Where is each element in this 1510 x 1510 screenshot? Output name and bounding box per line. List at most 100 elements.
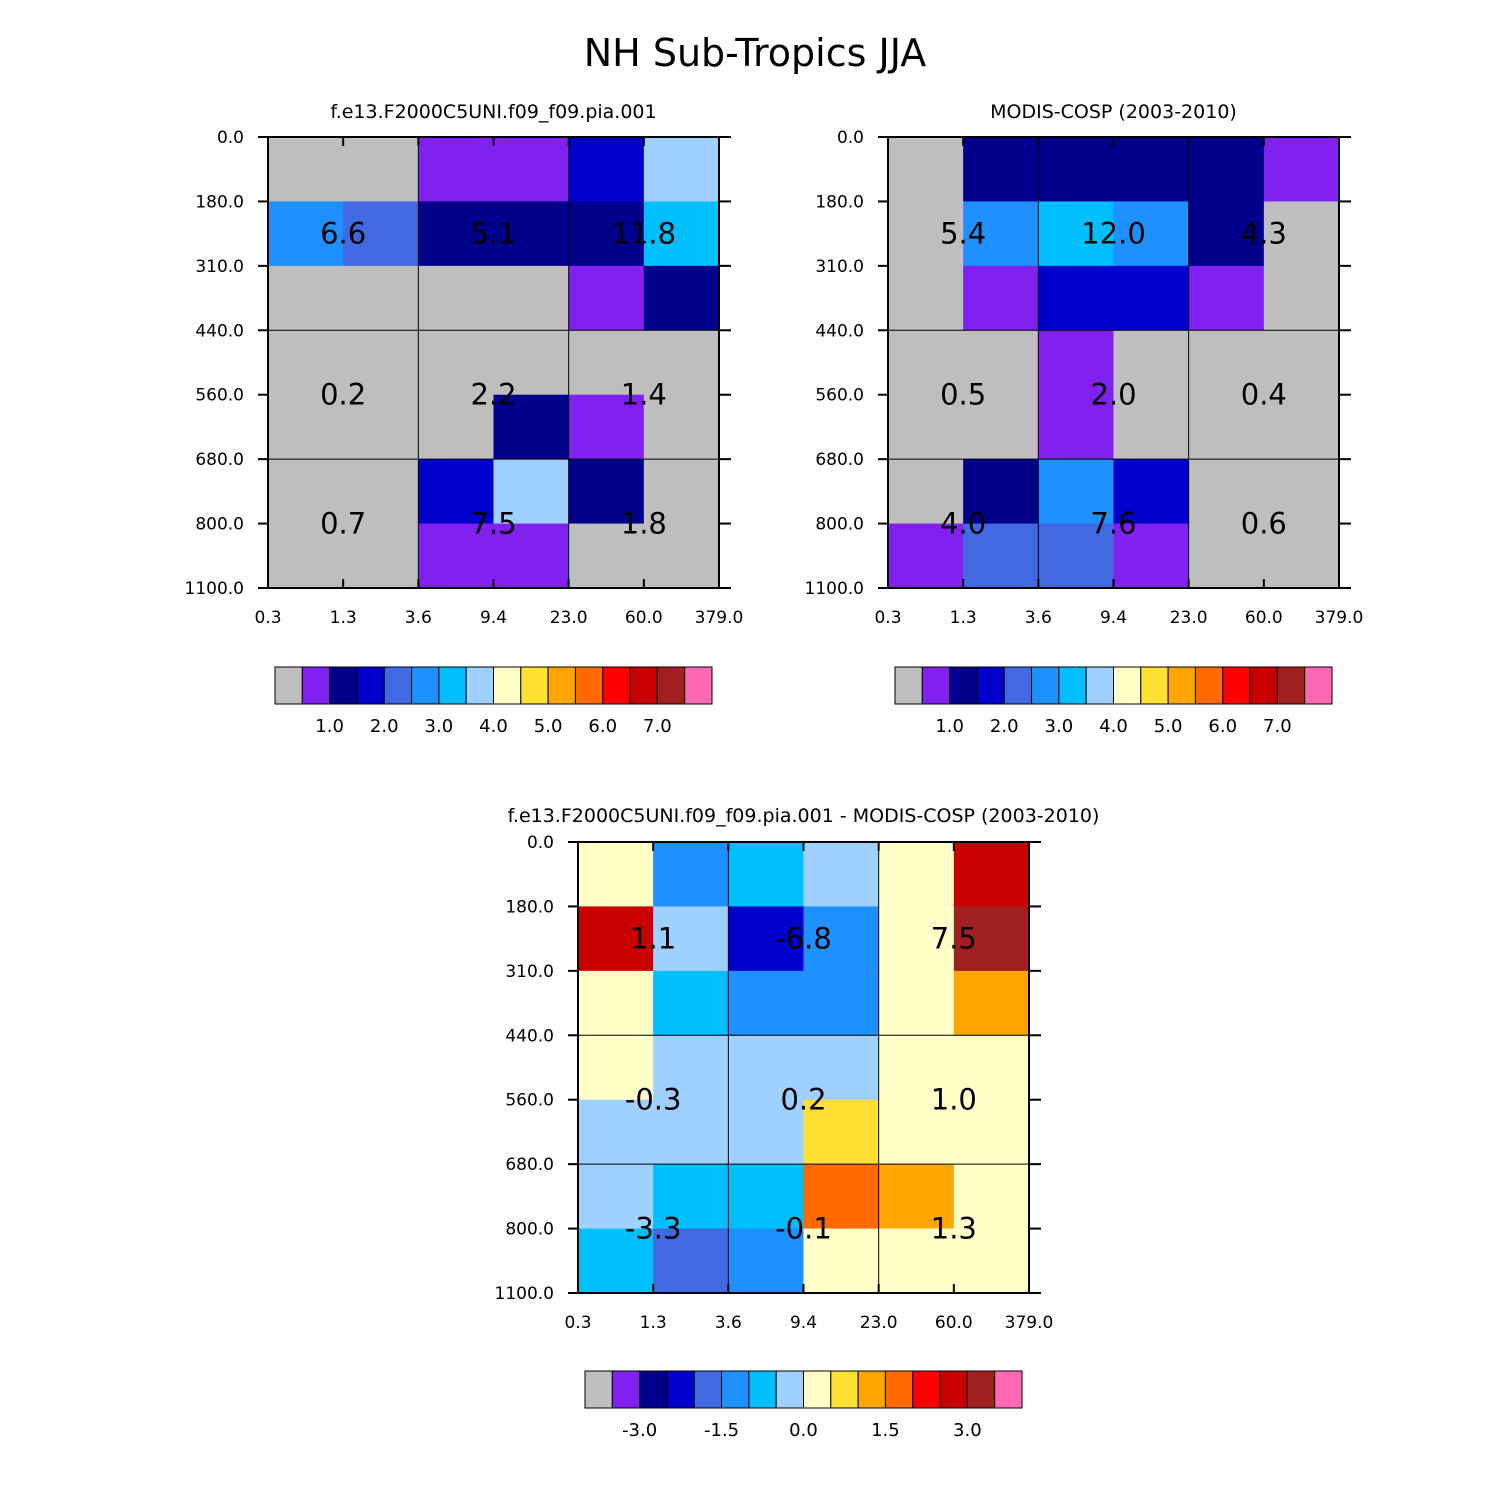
y-tick-label: 560.0 xyxy=(195,386,244,406)
colorbar-label: 5.0 xyxy=(534,716,563,737)
heatmap-cell xyxy=(493,137,570,203)
panel-title: f.e13.F2000C5UNI.f09_f09.pia.001 - MODIS… xyxy=(508,805,1100,827)
colorbar-swatch xyxy=(274,666,303,705)
heatmap-cell xyxy=(963,394,1039,460)
colorbar-swatch xyxy=(976,666,1005,705)
heatmap-cell xyxy=(1188,265,1265,331)
heatmap-cell xyxy=(568,459,645,525)
heatmap-cell xyxy=(493,201,570,267)
colorbar-swatch xyxy=(629,666,658,705)
colorbar-label: 4.0 xyxy=(1099,716,1128,737)
colorbar-label: 7.0 xyxy=(643,716,672,737)
heatmap-cell xyxy=(343,523,419,589)
colorbar-swatch xyxy=(894,666,923,705)
colorbar-label: 1.0 xyxy=(935,716,964,737)
block-sum-label: -3.3 xyxy=(625,1212,682,1246)
block-sum-label: 0.2 xyxy=(320,378,366,412)
x-tick-label: 9.4 xyxy=(1100,608,1127,628)
colorbar-label: 1.5 xyxy=(871,1420,900,1441)
heatmap-cell xyxy=(1263,523,1340,589)
heatmap-cell xyxy=(888,523,964,589)
heatmap-cell xyxy=(803,1099,880,1165)
heatmap-cell xyxy=(493,394,570,460)
heatmap-cell xyxy=(953,970,1030,1036)
y-tick-label: 800.0 xyxy=(195,515,244,535)
heatmap-cell xyxy=(568,523,645,589)
block-sum-label: 5.4 xyxy=(940,217,986,251)
block-sum-label: 4.3 xyxy=(1241,217,1287,251)
x-tick-label: 23.0 xyxy=(550,608,588,628)
y-tick-label: 0.0 xyxy=(217,128,244,148)
y-tick-label: 0.0 xyxy=(837,128,864,148)
block-sum-label: 2.0 xyxy=(1090,378,1136,412)
colorbar-swatch xyxy=(1031,666,1060,705)
heatmap-cell xyxy=(963,137,1039,203)
heatmap-cell xyxy=(493,523,570,589)
heatmap-cell xyxy=(963,330,1039,396)
heatmap-cell xyxy=(343,201,419,267)
y-tick-label: 310.0 xyxy=(505,962,554,982)
x-tick-label: 1.3 xyxy=(640,1313,667,1333)
y-tick-label: 180.0 xyxy=(195,192,244,212)
colorbar-label: 6.0 xyxy=(588,716,617,737)
heatmap-cell xyxy=(728,970,805,1036)
block-sum-label: 6.6 xyxy=(320,217,366,251)
y-tick-label: 560.0 xyxy=(815,386,864,406)
heatmap-cell xyxy=(268,265,344,331)
x-tick-label: 0.3 xyxy=(874,608,901,628)
heatmap-cell xyxy=(418,201,495,267)
heatmap-cell xyxy=(578,1164,654,1230)
colorbar-label: 2.0 xyxy=(990,716,1019,737)
heatmap-cell xyxy=(878,906,955,972)
heatmap-cell xyxy=(1113,201,1190,267)
heatmap-cell xyxy=(878,1035,955,1101)
colorbar-label: 0.0 xyxy=(789,1420,818,1441)
heatmap-cell xyxy=(728,1035,805,1101)
colorbar-swatch xyxy=(748,1370,777,1409)
colorbar-swatch xyxy=(574,666,604,705)
block-sum-label: 0.7 xyxy=(320,507,366,541)
heatmap-cell xyxy=(728,1099,805,1165)
heatmap-cell xyxy=(578,842,654,908)
colorbar-swatch xyxy=(857,1370,886,1409)
x-tick-label: 3.6 xyxy=(405,608,432,628)
y-tick-label: 1100.0 xyxy=(805,579,864,599)
heatmap-cell xyxy=(418,459,495,525)
block-sum-label: 7.5 xyxy=(470,507,516,541)
block-sum-label: 0.5 xyxy=(940,378,986,412)
colorbar-swatch xyxy=(912,1370,941,1409)
heatmap-cell xyxy=(1263,394,1340,460)
colorbar-label: 4.0 xyxy=(479,716,508,737)
heatmap-cell xyxy=(963,265,1039,331)
heatmap-cell xyxy=(803,1228,880,1294)
colorbar-label: 3.0 xyxy=(425,716,454,737)
colorbar-swatch xyxy=(656,666,686,705)
x-tick-label: 3.6 xyxy=(715,1313,742,1333)
heatmap-cell xyxy=(568,394,645,460)
y-tick-label: 180.0 xyxy=(505,897,554,917)
heatmap-cell xyxy=(653,1164,729,1230)
colorbar-label: 2.0 xyxy=(370,716,399,737)
panel-title: f.e13.F2000C5UNI.f09_f09.pia.001 xyxy=(330,101,656,123)
heatmap-cell xyxy=(343,394,419,460)
block-sum-label: 0.4 xyxy=(1241,378,1287,412)
colorbar-label: 3.0 xyxy=(1045,716,1074,737)
heatmap-cell xyxy=(888,394,964,460)
heatmap-cell xyxy=(1113,330,1190,396)
heatmap-cell xyxy=(653,1228,729,1294)
panels: f.e13.F2000C5UNI.f09_f09.pia.001 0.3 1.3 3.… xyxy=(185,101,1364,1441)
y-tick-label: 440.0 xyxy=(815,321,864,341)
heatmap-cell xyxy=(643,523,720,589)
heatmap-cell xyxy=(343,459,419,525)
colorbar-swatch xyxy=(356,666,385,705)
heatmap-cell xyxy=(953,1228,1030,1294)
block-sum-label: 7.5 xyxy=(931,922,977,956)
colorbar-swatch xyxy=(1058,666,1087,705)
colorbar-swatch xyxy=(465,666,494,705)
heatmap-cell xyxy=(343,330,419,396)
heatmap-cell xyxy=(953,1164,1030,1230)
heatmap-cell xyxy=(578,1099,654,1165)
colorbar-swatch xyxy=(1304,666,1333,705)
heatmap-cell xyxy=(963,459,1039,525)
